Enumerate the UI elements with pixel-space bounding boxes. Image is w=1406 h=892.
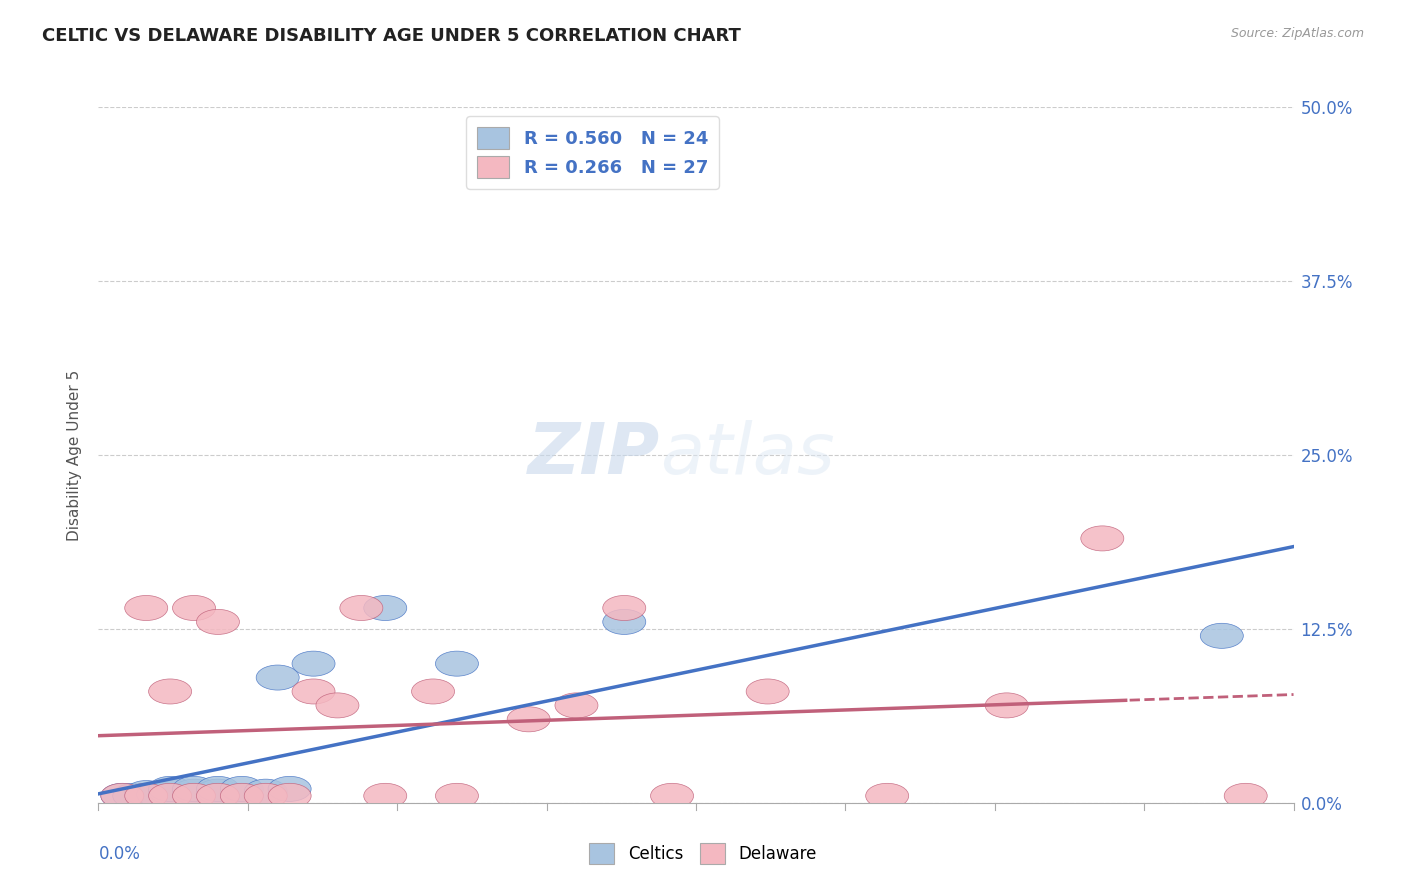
Ellipse shape — [412, 679, 454, 704]
Ellipse shape — [364, 783, 406, 808]
Ellipse shape — [197, 779, 239, 805]
Ellipse shape — [173, 783, 215, 808]
Ellipse shape — [221, 783, 263, 808]
Ellipse shape — [256, 665, 299, 690]
Ellipse shape — [101, 783, 143, 808]
Ellipse shape — [245, 783, 287, 808]
Ellipse shape — [316, 693, 359, 718]
Text: Source: ZipAtlas.com: Source: ZipAtlas.com — [1230, 27, 1364, 40]
Ellipse shape — [269, 776, 311, 801]
Legend: Celtics, Delaware: Celtics, Delaware — [583, 837, 823, 871]
Ellipse shape — [149, 783, 191, 808]
Ellipse shape — [245, 779, 287, 805]
Ellipse shape — [866, 783, 908, 808]
Ellipse shape — [125, 780, 167, 805]
Ellipse shape — [149, 779, 191, 805]
Ellipse shape — [221, 783, 263, 808]
Ellipse shape — [555, 693, 598, 718]
Ellipse shape — [112, 783, 156, 808]
Ellipse shape — [436, 651, 478, 676]
Ellipse shape — [364, 596, 406, 621]
Legend: R = 0.560   N = 24, R = 0.266   N = 27: R = 0.560 N = 24, R = 0.266 N = 27 — [465, 116, 718, 189]
Ellipse shape — [125, 783, 167, 808]
Ellipse shape — [173, 776, 215, 801]
Ellipse shape — [1081, 526, 1123, 551]
Ellipse shape — [292, 651, 335, 676]
Ellipse shape — [269, 783, 311, 808]
Text: CELTIC VS DELAWARE DISABILITY AGE UNDER 5 CORRELATION CHART: CELTIC VS DELAWARE DISABILITY AGE UNDER … — [42, 27, 741, 45]
Ellipse shape — [149, 783, 191, 808]
Ellipse shape — [149, 679, 191, 704]
Ellipse shape — [173, 596, 215, 621]
Ellipse shape — [1201, 624, 1243, 648]
Ellipse shape — [986, 693, 1028, 718]
Y-axis label: Disability Age Under 5: Disability Age Under 5 — [67, 369, 83, 541]
Ellipse shape — [603, 596, 645, 621]
Ellipse shape — [197, 609, 239, 634]
Ellipse shape — [125, 783, 167, 808]
Ellipse shape — [747, 679, 789, 704]
Ellipse shape — [221, 776, 263, 801]
Text: atlas: atlas — [661, 420, 835, 490]
Ellipse shape — [197, 783, 239, 808]
Ellipse shape — [173, 779, 215, 805]
Text: 0.0%: 0.0% — [98, 845, 141, 863]
Ellipse shape — [136, 782, 180, 807]
Ellipse shape — [173, 783, 215, 808]
Ellipse shape — [1225, 783, 1267, 808]
Ellipse shape — [292, 679, 335, 704]
Text: ZIP: ZIP — [527, 420, 661, 490]
Ellipse shape — [508, 706, 550, 731]
Ellipse shape — [125, 596, 167, 621]
Ellipse shape — [603, 609, 645, 634]
Ellipse shape — [651, 783, 693, 808]
Ellipse shape — [197, 776, 239, 801]
Ellipse shape — [436, 783, 478, 808]
Ellipse shape — [340, 596, 382, 621]
Ellipse shape — [101, 783, 143, 808]
Ellipse shape — [149, 776, 191, 801]
Ellipse shape — [197, 783, 239, 808]
